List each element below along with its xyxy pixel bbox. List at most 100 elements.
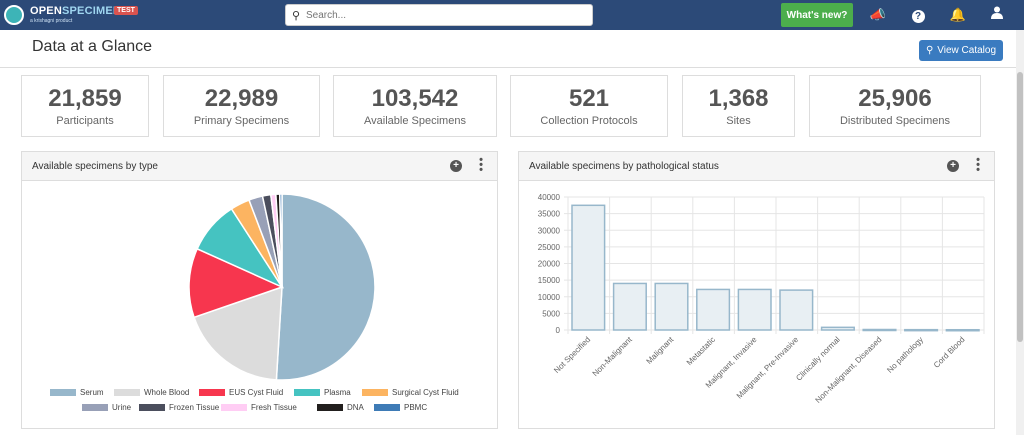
- more-options-icon[interactable]: • • •: [976, 154, 980, 176]
- legend-swatch: [50, 389, 76, 397]
- legend-item[interactable]: Frozen Tissue: [139, 403, 219, 412]
- bar-malignant-pre-invasive[interactable]: [779, 289, 814, 331]
- legend-label: Frozen Tissue: [169, 403, 220, 412]
- top-navbar: OPENSPECIMEN a krishagni product TEST ⚲ …: [0, 0, 1024, 30]
- bar-clinically-normal[interactable]: [820, 326, 855, 331]
- search-icon: ⚲: [292, 10, 301, 22]
- bar-malignant[interactable]: [654, 282, 689, 331]
- pie-slice-eus-cyst-fluid[interactable]: [188, 247, 285, 319]
- legend-item[interactable]: Whole Blood: [114, 388, 189, 397]
- legend-swatch: [82, 404, 108, 412]
- dashboard: 21,859 Participants 22,989 Primary Speci…: [0, 68, 1016, 435]
- flask-icon: ⚲: [925, 45, 934, 56]
- bar-metastatic[interactable]: [696, 288, 731, 331]
- openspecimen-logo[interactable]: OPENSPECIMEN a krishagni product TEST: [4, 4, 154, 26]
- legend-swatch: [221, 404, 247, 412]
- search-box[interactable]: ⚲: [285, 4, 593, 26]
- x-tick-label: No pathology: [885, 335, 925, 375]
- bar-non-malignant-diseased[interactable]: [862, 328, 897, 332]
- page-header: Data at a Glance ⚲ View Catalog: [0, 30, 1016, 68]
- legend-item[interactable]: Urine: [82, 403, 131, 412]
- y-tick-label: 40000: [538, 193, 561, 202]
- help-icon[interactable]: ?: [909, 6, 927, 24]
- panel-header: Available specimens by pathological stat…: [519, 152, 994, 181]
- legend-item[interactable]: Surgical Cyst Fluid: [362, 388, 459, 397]
- stat-distributed-specimens[interactable]: 25,906 Distributed Specimens: [809, 75, 981, 137]
- stat-label: Distributed Specimens: [839, 115, 951, 127]
- legend-label: Serum: [80, 388, 104, 397]
- panel-specimens-by-type: Available specimens by type + • • • Serum W…: [21, 151, 498, 429]
- add-icon[interactable]: +: [947, 160, 959, 172]
- legend-swatch: [139, 404, 165, 412]
- stat-label: Collection Protocols: [540, 115, 638, 127]
- legend-label: PBMC: [404, 403, 428, 412]
- legend-swatch: [294, 389, 320, 397]
- y-tick-label: 20000: [538, 260, 561, 269]
- legend-item[interactable]: Fresh Tissue: [221, 403, 297, 412]
- stat-primary-specimens[interactable]: 22,989 Primary Specimens: [163, 75, 320, 137]
- x-tick-label: Not Specified: [552, 335, 592, 375]
- legend-label: Plasma: [324, 388, 351, 397]
- more-options-icon[interactable]: • • •: [479, 154, 483, 176]
- whats-new-button[interactable]: What's new?: [781, 3, 853, 27]
- panel-header: Available specimens by type + • • •: [22, 152, 497, 181]
- view-catalog-button[interactable]: ⚲ View Catalog: [919, 40, 1003, 61]
- x-tick-label: Non-Malignant: [591, 335, 635, 379]
- y-tick-label: 0: [556, 326, 561, 335]
- pie-chart: [188, 193, 376, 381]
- y-tick-label: 5000: [542, 309, 560, 318]
- stat-value: 1,368: [708, 85, 769, 112]
- legend-label: Fresh Tissue: [251, 403, 297, 412]
- panel-specimens-by-pathological-status: Available specimens by pathological stat…: [518, 151, 995, 429]
- page-title: Data at a Glance: [32, 38, 153, 55]
- logo-icon: [4, 5, 24, 25]
- view-catalog-label: View Catalog: [937, 45, 997, 56]
- pie-legend: Serum Whole Blood EUS Cyst Fluid Plasma Surg…: [22, 388, 497, 422]
- brand-specimen: SPECIMEN: [61, 5, 122, 17]
- bar-non-malignant[interactable]: [612, 282, 647, 331]
- legend-label: Surgical Cyst Fluid: [392, 388, 459, 397]
- brand-tagline: a krishagni product: [30, 18, 73, 24]
- user-icon[interactable]: [988, 6, 1006, 24]
- legend-swatch: [374, 404, 400, 412]
- bar-malignant-invasive[interactable]: [737, 288, 772, 331]
- legend-label: Whole Blood: [144, 388, 190, 397]
- scrollbar-thumb[interactable]: [1017, 72, 1023, 342]
- stat-participants[interactable]: 21,859 Participants: [21, 75, 149, 137]
- legend-swatch: [114, 389, 140, 397]
- y-tick-label: 10000: [538, 293, 561, 302]
- stat-value: 21,859: [48, 85, 122, 112]
- bar-chart: 40000 35000 30000 25000 20000 15000 10000 5000 0…: [538, 193, 985, 405]
- stat-label: Primary Specimens: [193, 115, 290, 127]
- bar-no-pathology[interactable]: [904, 328, 939, 332]
- legend-swatch: [317, 404, 343, 412]
- stat-sites[interactable]: 1,368 Sites: [682, 75, 795, 137]
- legend-swatch: [199, 389, 225, 397]
- stat-collection-protocols[interactable]: 521 Collection Protocols: [510, 75, 668, 137]
- legend-item[interactable]: DNA: [317, 403, 364, 412]
- bar-not-specified[interactable]: [571, 204, 606, 331]
- legend-item[interactable]: PBMC: [374, 403, 427, 412]
- legend-item[interactable]: EUS Cyst Fluid: [199, 388, 283, 397]
- megaphone-icon[interactable]: 📣: [869, 7, 887, 22]
- stat-label: Participants: [56, 115, 114, 127]
- pie-slice-pbmc[interactable]: [278, 193, 283, 288]
- legend-label: DNA: [347, 403, 364, 412]
- y-tick-label: 15000: [538, 276, 561, 285]
- stat-value: 521: [568, 85, 610, 112]
- legend-item[interactable]: Plasma: [294, 388, 351, 397]
- bar-cord-blood[interactable]: [945, 328, 980, 332]
- x-tick-label: Metastatic: [685, 335, 717, 367]
- legend-item[interactable]: Serum: [50, 388, 104, 397]
- search-input[interactable]: [306, 7, 586, 23]
- env-badge: TEST: [114, 6, 138, 15]
- bell-icon[interactable]: 🔔: [949, 7, 967, 22]
- stat-value: 103,542: [371, 85, 459, 112]
- legend-label: Urine: [112, 403, 132, 412]
- stat-label: Available Specimens: [364, 115, 466, 127]
- page-scrollbar[interactable]: [1016, 30, 1024, 435]
- stat-value: 22,989: [204, 85, 279, 112]
- pie-slice-serum[interactable]: [275, 193, 376, 381]
- add-icon[interactable]: +: [450, 160, 462, 172]
- stat-available-specimens[interactable]: 103,542 Available Specimens: [333, 75, 497, 137]
